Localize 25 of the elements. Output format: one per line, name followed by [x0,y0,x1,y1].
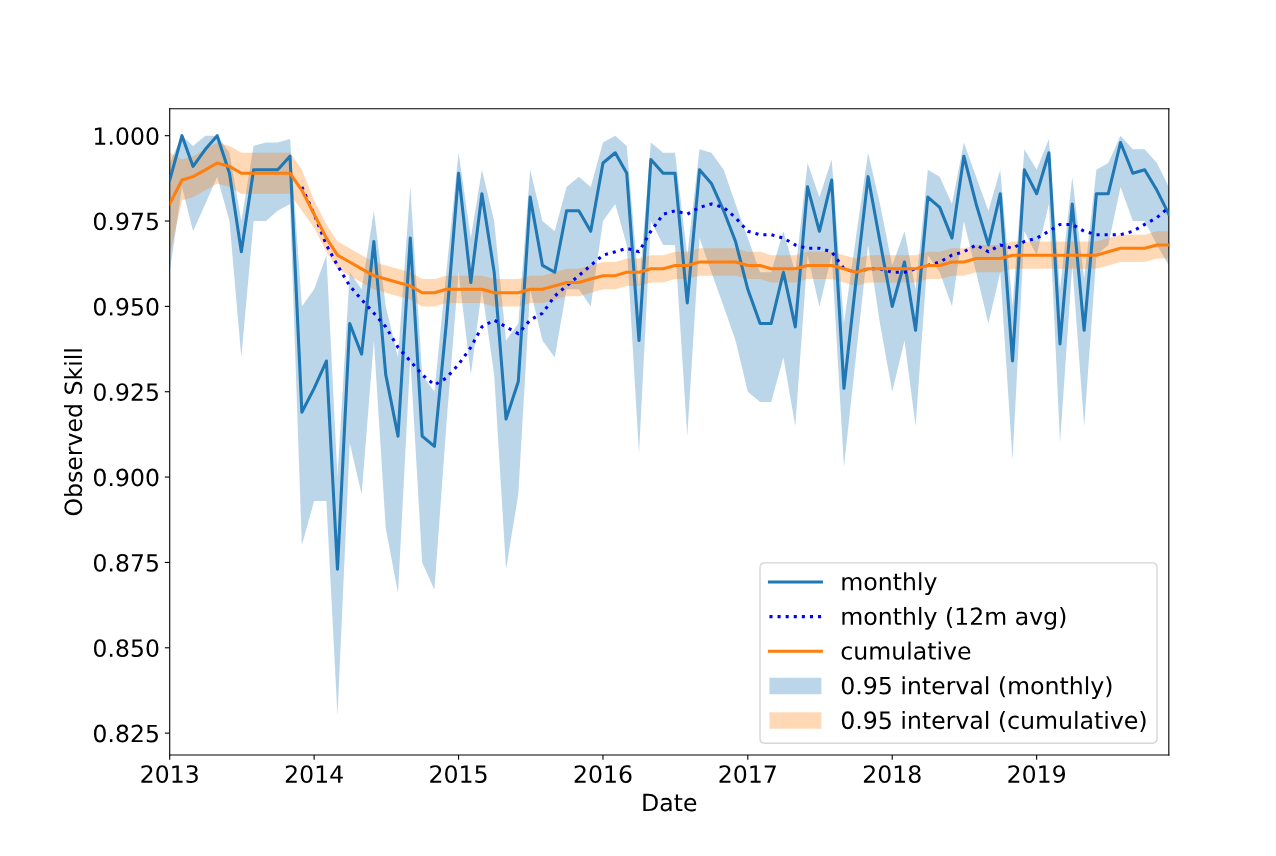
x-tick-label: 2018 [863,765,921,783]
x-tick-label: 2013 [141,765,198,783]
annotation: 0.95 interval (cumulative) [841,710,1146,732]
y-axis-title: Observed Skill [63,349,83,516]
legend-label: cumulative [841,641,971,660]
line-series [169,134,1169,571]
y-tick-label: 0.975 [93,212,158,231]
x-tick-label: 2014 [285,765,343,783]
y-tick-label: 0.925 [93,383,158,402]
legend-label: monthly (12m avg) [842,606,1066,630]
x-tick-label: 2015 [430,765,487,783]
legend-label: monthly [842,572,937,596]
x-tick-label: 2017 [719,765,776,783]
y-tick-label: 0.875 [93,553,158,572]
annotation: 0.95 interval (monthly) [841,676,1112,700]
y-tick-label: 1.000 [94,127,159,145]
line-series [169,161,1169,295]
y-tick-label: 0.850 [93,639,159,658]
x-tick-label: 2019 [1008,765,1066,783]
y-tick-label: 0.825 [93,724,158,743]
y-tick-label: 0.900 [93,468,159,487]
line-series [300,185,1169,387]
y-tick-label: 0.950 [93,297,159,316]
x-tick-label: 2016 [574,765,632,783]
x-axis-title: Date [643,793,697,812]
